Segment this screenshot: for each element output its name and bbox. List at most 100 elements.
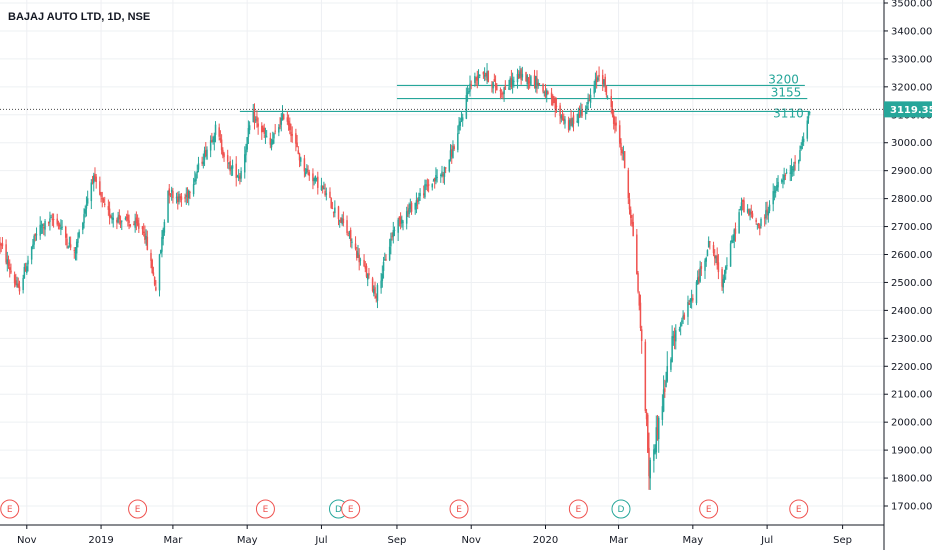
- candle-body: [252, 111, 255, 123]
- candle: [419, 188, 421, 201]
- candle-body: [629, 209, 632, 219]
- candle-body: [453, 146, 455, 150]
- time-tick-label: Nov: [17, 535, 37, 546]
- price-tick-label: 1900.00: [891, 446, 932, 457]
- earnings-marker[interactable]: E: [255, 499, 275, 519]
- candle-body: [759, 226, 761, 229]
- candle: [135, 211, 138, 231]
- candle: [23, 263, 26, 279]
- candle-body: [308, 172, 311, 176]
- candle: [128, 214, 130, 230]
- time-tick-label: 2020: [533, 535, 558, 546]
- candle-body: [300, 157, 302, 162]
- candle-body: [647, 414, 649, 453]
- candle: [638, 291, 641, 311]
- candle-body: [388, 246, 391, 260]
- candle: [681, 317, 683, 327]
- candle: [146, 230, 149, 251]
- candle: [683, 312, 686, 320]
- candle: [443, 166, 446, 185]
- candle-body: [368, 273, 370, 276]
- earnings-marker[interactable]: E: [568, 499, 588, 519]
- candle-body: [163, 222, 166, 233]
- candle-body: [772, 191, 774, 205]
- candle: [68, 236, 71, 248]
- time-tick-label: Sep: [388, 535, 407, 546]
- candle-body: [237, 176, 240, 179]
- candle: [610, 89, 613, 114]
- candle: [530, 75, 532, 86]
- candle-body: [86, 198, 89, 204]
- earnings-marker[interactable]: E: [699, 499, 719, 519]
- candle-body: [354, 243, 357, 249]
- earnings-marker[interactable]: E: [789, 499, 809, 519]
- time-axis[interactable]: Nov 2019 Mar May Jul Sep Nov 2020 Mar May Jul Sep: [0, 524, 884, 546]
- candle: [723, 269, 726, 283]
- candle-body: [74, 251, 77, 253]
- level-label-3200: 3200: [768, 72, 799, 86]
- candle: [313, 177, 315, 186]
- candle: [223, 151, 225, 162]
- candle: [503, 86, 505, 102]
- candle: [331, 201, 334, 210]
- time-tick-label: May: [237, 535, 258, 546]
- candle: [628, 192, 631, 215]
- candle: [65, 225, 67, 246]
- candle: [177, 191, 179, 210]
- candle-body: [486, 71, 488, 78]
- candle-body: [733, 229, 735, 241]
- candle-body: [218, 127, 220, 137]
- candle-body: [620, 142, 622, 150]
- level-label-3155: 3155: [771, 86, 802, 100]
- candle-body: [743, 200, 745, 213]
- candle-body: [119, 220, 122, 224]
- candle: [433, 177, 436, 189]
- earnings-marker[interactable]: E: [341, 499, 361, 519]
- candle: [661, 394, 664, 426]
- candle: [678, 326, 681, 332]
- candle-body: [314, 176, 317, 182]
- level-label-3110: 3110: [773, 106, 804, 120]
- candle-body: [683, 314, 686, 319]
- candle-body: [134, 220, 136, 228]
- candle-body: [197, 163, 200, 170]
- event-markers[interactable]: EEEDEEEDEEE: [0, 499, 922, 519]
- candle: [675, 324, 677, 350]
- candle: [588, 94, 591, 102]
- candle-body: [570, 118, 572, 124]
- candle-body: [461, 117, 464, 121]
- candle-body: [32, 244, 34, 247]
- candle-body: [269, 137, 272, 145]
- earnings-marker[interactable]: E: [0, 499, 20, 519]
- dividend-marker[interactable]: D: [611, 499, 631, 519]
- candle: [740, 197, 743, 216]
- candle-body: [550, 92, 553, 98]
- candle-body: [474, 76, 476, 83]
- candle: [408, 202, 410, 218]
- candle-body: [756, 223, 759, 225]
- candle: [597, 75, 599, 83]
- price-tick-label: 2900.00: [891, 166, 932, 177]
- candle: [559, 102, 561, 125]
- price-axis[interactable]: 3500.003400.003300.003200.003100.003000.…: [883, 0, 932, 550]
- candle: [220, 134, 223, 155]
- earnings-marker[interactable]: E: [128, 499, 148, 519]
- candle: [213, 132, 216, 151]
- candle-body: [349, 229, 352, 242]
- candle-body: [247, 128, 250, 138]
- candle: [427, 179, 430, 193]
- candle-body: [202, 161, 205, 165]
- candle: [186, 187, 189, 204]
- candle: [726, 257, 728, 270]
- candle-body: [324, 190, 326, 196]
- candle-body: [567, 120, 570, 131]
- candle-body: [688, 302, 690, 305]
- candle: [33, 234, 35, 250]
- candle: [601, 69, 604, 92]
- earnings-marker[interactable]: E: [449, 499, 469, 519]
- candle: [475, 76, 477, 86]
- candle-body: [554, 99, 556, 109]
- candle-body: [466, 92, 469, 95]
